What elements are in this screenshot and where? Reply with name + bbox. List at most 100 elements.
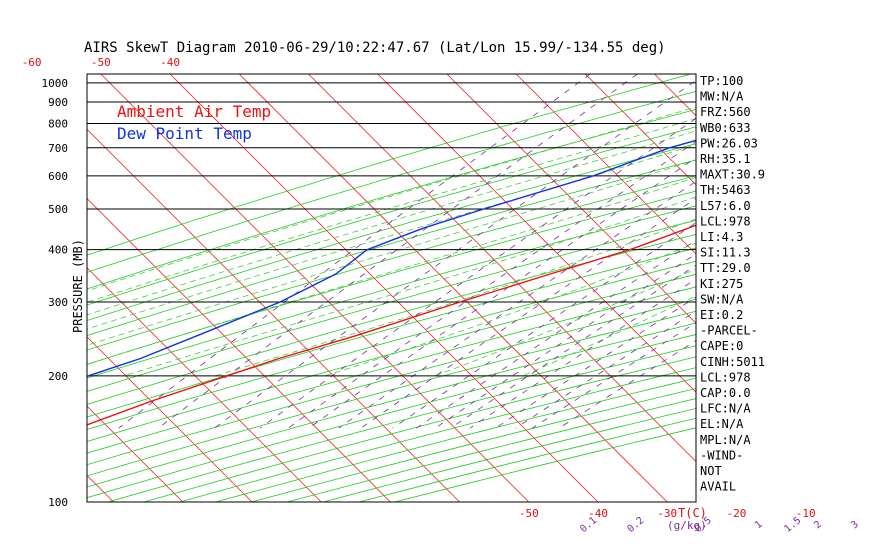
pressure-tick-label: 400: [48, 244, 68, 257]
dry-adiabat-lines: [87, 74, 696, 502]
index-entry: KI:275: [700, 277, 743, 291]
index-entry: LI:4.3: [700, 230, 743, 244]
bottom-temp-tick-label: -10: [796, 507, 816, 520]
bottom-temp-tick-label: -20: [727, 507, 747, 520]
moist-adiabat-lines: [87, 106, 696, 377]
index-entry: TT:29.0: [700, 261, 751, 275]
index-entry: NOT: [700, 464, 722, 478]
pressure-tick-label: 200: [48, 370, 68, 383]
index-entry: TH:5463: [700, 183, 751, 197]
pressure-tick-label: 900: [48, 96, 68, 109]
dry-adiabat-line: [87, 273, 696, 442]
plot-frame: [86, 73, 697, 503]
moist-adiabat-line: [523, 295, 696, 377]
x-axis-unit: T(C): [678, 506, 707, 520]
top-temp-tick-label: -60: [22, 56, 42, 69]
dry-adiabat-line: [87, 233, 696, 405]
moist-adiabat-line: [123, 196, 696, 377]
isotherm-line: [308, 74, 696, 463]
index-entry: LFC:N/A: [700, 402, 751, 416]
index-entry: -PARCEL-: [700, 324, 758, 338]
dry-adiabat-line: [87, 108, 696, 290]
index-entry: LCL:978: [700, 370, 751, 384]
dry-adiabat-line: [251, 388, 696, 502]
dry-adiabat-line: [87, 126, 696, 306]
dry-adiabat-line: [87, 175, 696, 351]
pressure-tick-label: 100: [48, 496, 68, 509]
legend-dew: Dew Point Temp: [117, 124, 252, 143]
index-entry: MW:N/A: [700, 90, 744, 104]
index-entry: -WIND-: [700, 448, 743, 462]
index-entry: SW:N/A: [700, 292, 744, 306]
dry-adiabat-line: [87, 143, 696, 321]
dry-adiabat-line: [87, 219, 696, 392]
dry-adiabat-line: [87, 190, 696, 365]
isotherm-line: [654, 74, 696, 117]
isotherm-line: [793, 74, 870, 502]
mixing-ratio-tick-label: 1: [753, 519, 765, 531]
isotherm-line: [87, 128, 460, 502]
index-entry: TP:100: [700, 74, 743, 88]
dry-adiabat-line: [87, 260, 696, 430]
index-entry: CAP:0.0: [700, 386, 751, 400]
dry-adiabat-line: [87, 298, 696, 466]
moist-adiabat-line: [434, 268, 696, 377]
bottom-temp-tick-label: -40: [588, 507, 608, 520]
index-entry: L57:6.0: [700, 199, 751, 213]
y-axis-title: PRESSURE (MB): [71, 239, 85, 333]
mixing-ratio-tick-label: 3: [849, 519, 861, 531]
dry-adiabat-line: [215, 377, 696, 502]
index-entry: WB0:633: [700, 121, 751, 135]
isotherm-line: [0, 74, 44, 502]
index-entry: CINH:5011: [700, 355, 765, 369]
index-entry: PW:26.03: [700, 136, 758, 150]
isotherm-line: [862, 74, 870, 502]
index-entry: EI:0.2: [700, 308, 743, 322]
pressure-tick-label: 800: [48, 117, 68, 130]
chart-title: AIRS SkewT Diagram 2010-06-29/10:22:47.6…: [84, 40, 666, 56]
dry-adiabat-line: [87, 205, 696, 379]
index-entry: AVAIL: [700, 480, 736, 494]
dry-adiabat-line: [394, 427, 696, 502]
dry-adiabat-line: [87, 159, 696, 336]
top-temp-tick-label: -40: [160, 56, 180, 69]
dry-adiabat-line: [87, 74, 692, 256]
isotherm-line: [584, 74, 696, 186]
dry-adiabat-line: [87, 322, 696, 488]
dewpoint-profile-line: [87, 139, 696, 378]
dry-adiabat-line: [87, 90, 696, 273]
isotherm-lines: [0, 74, 870, 502]
index-entry: SI:11.3: [700, 246, 751, 260]
isobar-lines: [87, 82, 696, 502]
dry-adiabat-line: [87, 247, 696, 418]
mixing-ratio-unit: (g/kg): [667, 519, 707, 532]
mixing-ratio-tick-label: 2: [812, 519, 824, 531]
isotherm-line: [87, 405, 184, 502]
top-temp-tick-label: -50: [91, 56, 111, 69]
mixing-ratio-line: [360, 197, 696, 429]
moist-adiabat-line: [87, 106, 696, 292]
dry-adiabat-line: [87, 286, 696, 454]
bottom-temp-tick-label: -30: [657, 507, 677, 520]
mixing-ratio-line: [416, 239, 696, 429]
isotherm-line: [169, 74, 599, 502]
pressure-tick-label: 700: [48, 142, 68, 155]
moist-adiabat-line: [215, 218, 696, 377]
isotherm-line: [87, 198, 391, 502]
moist-adiabat-line: [87, 130, 696, 316]
plot-area: Ambient Air Temp Dew Point Temp: [0, 74, 870, 502]
pressure-tick-label: 1000: [42, 77, 69, 90]
legend-temp: Ambient Air Temp: [117, 102, 271, 121]
bottom-temp-tick-label: -50: [519, 507, 539, 520]
index-entry: RH:35.1: [700, 152, 751, 166]
dry-adiabat-line: [179, 367, 696, 502]
index-entry: LCL:978: [700, 214, 751, 228]
sounding-series: [87, 139, 696, 426]
index-entry: FRZ:560: [700, 105, 751, 119]
isotherm-line: [87, 336, 253, 502]
dry-adiabat-line: [87, 310, 696, 477]
isotherm-line: [515, 74, 696, 255]
isotherm-line: [446, 74, 696, 324]
moist-adiabat-line: [87, 176, 696, 365]
